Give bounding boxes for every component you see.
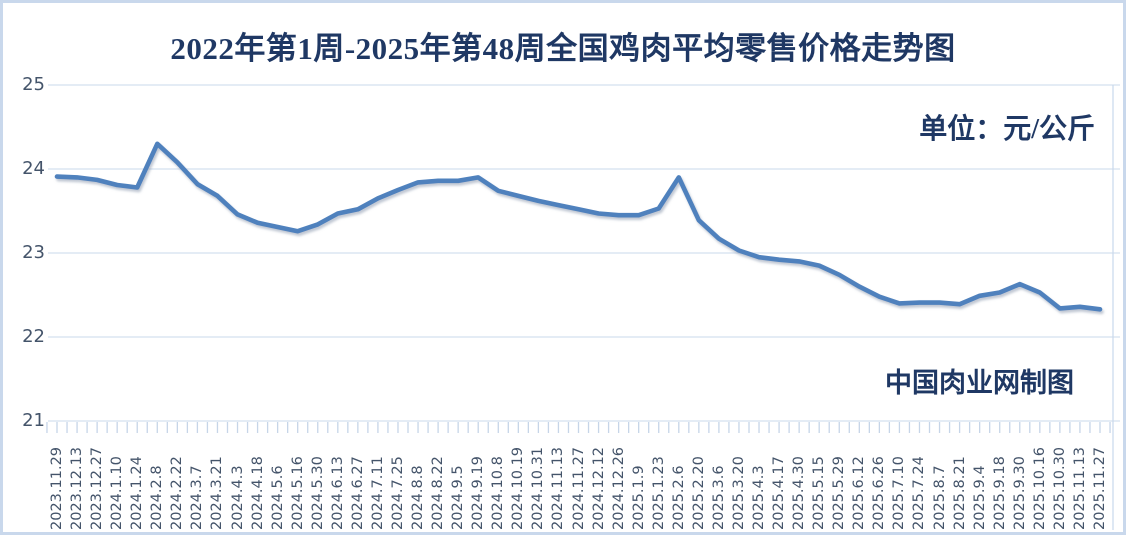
x-axis-tick-label: 2025.1.23 <box>650 456 667 530</box>
x-axis-tick-label: 2025.7.24 <box>911 456 928 530</box>
x-axis-tick-label: 2024.9.19 <box>470 456 487 530</box>
x-axis-tick-label: 2024.12.12 <box>590 446 607 530</box>
y-axis-tick-label: 21 <box>22 410 45 431</box>
x-axis-tick-label: 2024.10.19 <box>510 446 527 530</box>
x-axis-tick-label: 2024.2.8 <box>149 465 166 530</box>
x-axis-tick-label: 2024.11.13 <box>550 446 567 530</box>
x-axis-tick-label: 2025.5.15 <box>811 456 828 530</box>
price-line <box>54 141 1103 312</box>
x-axis-tick-label: 2024.10.8 <box>490 456 507 530</box>
x-axis-tick-label: 2025.10.30 <box>1051 446 1068 530</box>
x-axis-tick-label: 2024.1.10 <box>109 456 126 530</box>
y-axis-tick-label: 23 <box>22 242 45 263</box>
x-axis-tick-label: 2024.3.7 <box>189 465 206 530</box>
unit-label: 单位：元/公斤 <box>919 114 1095 145</box>
x-axis-tick-label: 2024.7.25 <box>389 456 406 530</box>
y-axis-tick-label: 24 <box>22 158 45 179</box>
x-axis-tick-label: 2025.4.30 <box>791 456 808 530</box>
x-axis-tick-label: 2025.4.17 <box>771 456 788 530</box>
x-axis-tick-label: 2025.2.6 <box>670 465 687 530</box>
x-axis-tick-label: 2023.12.27 <box>89 446 106 530</box>
x-axis-tick-label: 2024.6.13 <box>329 456 346 530</box>
x-axis-tick-label: 2024.12.26 <box>610 446 627 530</box>
x-axis-tick-label: 2025.6.12 <box>851 456 868 530</box>
x-axis-tick-label: 2024.2.22 <box>169 456 186 530</box>
x-axis-tick-label: 2025.3.20 <box>730 456 747 530</box>
x-axis-tick-label: 2025.11.27 <box>1092 446 1108 530</box>
x-axis-tick-label: 2025.8.7 <box>931 465 948 530</box>
x-axis-tick-label: 2024.1.24 <box>129 456 146 530</box>
price-trend-line-chart <box>46 84 1120 530</box>
x-axis-tick-label: 2025.5.29 <box>831 456 848 530</box>
chart-title: 2022年第1周-2025年第48周全国鸡肉平均零售价格走势图 <box>170 31 956 66</box>
x-axis-tick-label: 2025.6.26 <box>871 456 888 530</box>
x-axis-tick-label: 2024.5.30 <box>309 456 326 530</box>
x-axis-tick-label: 2024.8.22 <box>430 456 447 530</box>
x-axis-tick-label: 2025.7.10 <box>891 456 908 530</box>
x-axis-tick-label: 2024.4.3 <box>229 465 246 530</box>
x-axis-tick-label: 2024.7.11 <box>369 456 386 530</box>
x-axis-tick-label: 2024.9.5 <box>450 465 467 530</box>
x-axis-tick-label: 2024.5.16 <box>289 456 306 530</box>
y-axis-tick-label: 22 <box>22 326 45 347</box>
x-axis-tick-label: 2025.2.20 <box>690 456 707 530</box>
watermark-credit-label: 中国肉业网制图 <box>885 368 1074 398</box>
x-axis-tick-label: 2025.8.21 <box>951 456 968 530</box>
x-axis-tick-label: 2024.8.8 <box>410 465 427 530</box>
x-axis-tick-label: 2024.4.18 <box>249 456 266 530</box>
x-axis-tick-label: 2025.9.30 <box>1011 456 1028 530</box>
y-axis-tick-label: 25 <box>22 74 45 95</box>
x-axis-tick-label: 2024.10.31 <box>530 446 547 530</box>
x-axis-tick-label: 2024.5.6 <box>269 465 286 530</box>
x-axis-tick-label: 2024.11.27 <box>570 446 587 530</box>
x-axis-tick-label: 2025.4.3 <box>751 465 768 530</box>
x-axis-tick-label: 2025.10.16 <box>1031 446 1048 530</box>
x-axis-tick-label: 2024.3.21 <box>209 456 226 530</box>
x-axis-tick-label: 2025.3.6 <box>710 465 727 530</box>
x-axis-tick-label: 2025.9.4 <box>971 465 988 530</box>
x-axis-tick-label: 2025.11.13 <box>1071 446 1088 530</box>
x-axis-tick-label: 2024.6.27 <box>349 456 366 530</box>
x-axis-tick-label: 2025.9.18 <box>991 456 1008 530</box>
x-axis-tick-label: 2025.1.9 <box>630 465 647 530</box>
x-axis-tick-label: 2023.11.29 <box>49 446 65 530</box>
x-axis-tick-label: 2023.12.13 <box>69 446 86 530</box>
